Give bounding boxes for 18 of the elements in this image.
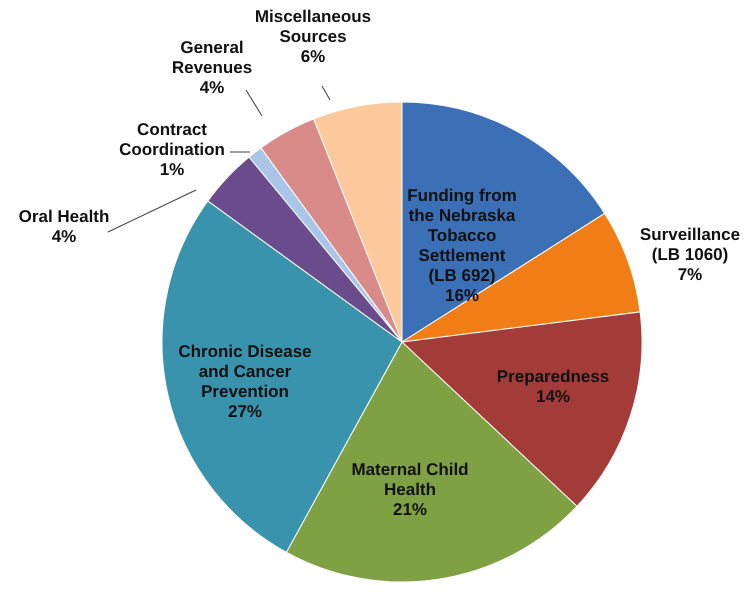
data-label: 4% xyxy=(200,78,224,97)
slice-label: Preparedness xyxy=(496,367,610,386)
slice-label: Chronic Disease and Cancer Prevention xyxy=(178,342,312,401)
data-label: 1% xyxy=(160,160,184,179)
data-label: 14% xyxy=(536,387,570,406)
slice-label: Funding from the Nebraska Tobacco Settlement (LB 692) xyxy=(407,186,517,285)
data-label: 4% xyxy=(52,227,76,246)
slice-label: Surveillance (LB 1060) xyxy=(640,225,740,264)
data-label: 27% xyxy=(228,402,262,421)
slice-label: Contract Coordination xyxy=(119,120,225,159)
data-label: 6% xyxy=(300,47,326,66)
slice-label: Oral Health xyxy=(18,207,110,226)
slice-label: Miscellaneous Sources xyxy=(254,7,372,46)
data-label: 21% xyxy=(392,500,428,519)
slice-label: General Revenues xyxy=(172,38,252,77)
data-label: 7% xyxy=(678,265,702,284)
slice-label: Maternal Child Health xyxy=(351,460,469,499)
data-label: 16% xyxy=(444,286,480,305)
